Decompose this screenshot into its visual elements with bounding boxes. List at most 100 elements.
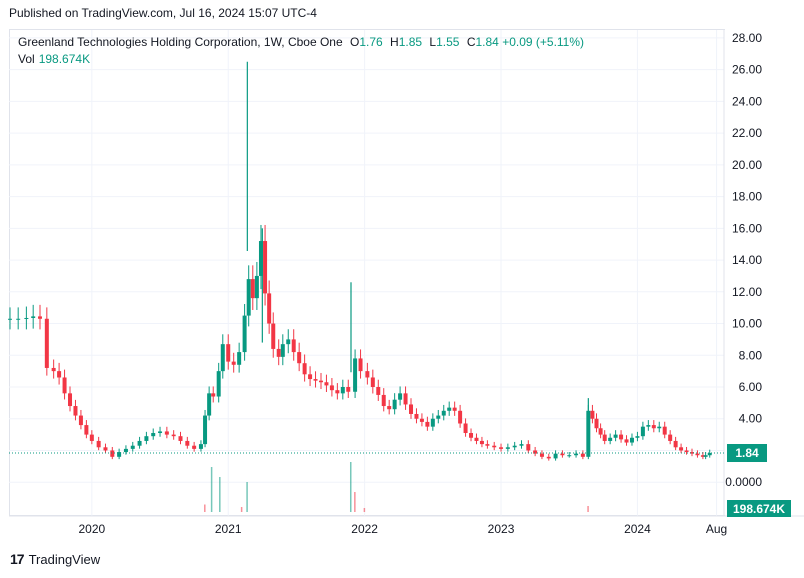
candle-body	[96, 440, 101, 448]
candle-body	[73, 406, 78, 416]
candle-body	[171, 434, 176, 437]
y-tick-label: 8.00	[739, 348, 763, 362]
low-value: 1.55	[436, 35, 460, 49]
candle-body	[430, 418, 435, 427]
candle-body	[8, 318, 12, 320]
candle-body	[198, 444, 203, 449]
candle-body	[505, 447, 510, 449]
price-badge: 1.84	[735, 446, 759, 460]
tradingview-logo[interactable]: 17 TradingView	[10, 551, 100, 567]
candle-body	[479, 440, 484, 445]
candle-body	[463, 423, 468, 434]
candle-body	[31, 316, 36, 318]
candle-body	[635, 436, 640, 438]
y-tick-label: 12.00	[732, 285, 762, 299]
candle-body	[469, 433, 474, 438]
candle-body	[651, 425, 656, 429]
candle-body	[492, 445, 497, 448]
candle-body	[624, 439, 629, 443]
candle-body	[387, 406, 392, 410]
candle-body	[216, 371, 221, 397]
candle-body	[684, 450, 689, 453]
x-tick-label: 2022	[351, 522, 378, 536]
candle-body	[89, 434, 94, 441]
close-value: 1.84	[475, 35, 499, 49]
candle-body	[130, 445, 135, 449]
candle-body	[409, 404, 414, 414]
volume-label[interactable]: Vol	[18, 52, 35, 66]
volume-badge-bg	[727, 500, 791, 517]
open-label: O	[350, 35, 360, 49]
candle-body	[254, 275, 259, 299]
x-tick-label: 2023	[488, 522, 515, 536]
candle-body	[68, 393, 73, 407]
candle-body	[211, 393, 216, 397]
candle-body	[271, 323, 276, 349]
candle-body	[110, 450, 115, 457]
volume-bar	[363, 508, 366, 512]
candle-body	[324, 382, 329, 386]
candle-body	[370, 377, 375, 387]
y-tick-label: 14.00	[732, 253, 762, 267]
candle-body	[619, 434, 624, 440]
volume-bar	[587, 506, 589, 512]
y-tick-label: 16.00	[732, 221, 762, 235]
candle-body	[258, 241, 263, 276]
candle-body	[340, 387, 345, 394]
y-tick-label: 28.00	[732, 31, 762, 45]
y-tick-label: 6.00	[739, 380, 763, 394]
candle-body	[16, 318, 21, 320]
candle-body	[580, 453, 585, 457]
volume-bar	[219, 477, 221, 512]
candle-body	[512, 445, 517, 448]
low-label: L	[429, 35, 437, 49]
candle-body	[598, 428, 603, 435]
candle-body	[220, 344, 225, 372]
candle-body	[447, 407, 452, 411]
volume-bar	[204, 504, 206, 512]
y-tick-label: 18.00	[732, 190, 762, 204]
x-tick-label: 2021	[215, 522, 242, 536]
candle-body	[144, 436, 149, 441]
candle-body	[267, 293, 272, 324]
tradingview-logo-icon: 17	[10, 551, 25, 567]
candle-body	[707, 453, 712, 456]
candle-body	[629, 437, 634, 443]
volume-legend: Vol 198.674K	[18, 52, 90, 66]
candle-body	[192, 445, 197, 449]
candle-body	[164, 431, 169, 435]
candle-body	[673, 440, 678, 448]
volume-bar	[210, 467, 213, 512]
y-tick-label: 4.00	[739, 412, 763, 426]
price-badge-bg	[727, 444, 767, 463]
x-tick-label: Aug	[706, 522, 727, 536]
candle-body	[392, 399, 397, 410]
y-tick-label: 26.00	[732, 63, 762, 77]
candle-body	[246, 279, 251, 316]
candle-body	[662, 426, 667, 435]
symbol-title[interactable]: Greenland Technologies Holding Corporati…	[18, 35, 343, 49]
candle-body	[567, 455, 572, 457]
candle-body	[640, 426, 645, 437]
high-value: 1.85	[398, 35, 423, 49]
candle-body	[376, 387, 381, 395]
candle-body	[458, 410, 463, 424]
candle-body	[242, 315, 247, 353]
close-label: C	[466, 35, 476, 49]
candle-body	[419, 418, 424, 422]
candle-body	[250, 279, 255, 299]
candle-body	[51, 367, 56, 372]
y-tick-label: 22.00	[732, 126, 762, 140]
y-tick-label: 0.0000	[725, 475, 762, 489]
candle-body	[286, 339, 291, 345]
candle-body	[24, 317, 29, 319]
candle-body	[519, 444, 524, 446]
candle-body	[158, 431, 163, 434]
candle-body	[436, 415, 441, 419]
published-header: Published on TradingView.com, Jul 16, 20…	[9, 6, 317, 20]
candle-body	[318, 380, 323, 383]
candle-body	[646, 425, 651, 427]
candle-body	[452, 407, 457, 411]
candle-body	[117, 452, 122, 457]
